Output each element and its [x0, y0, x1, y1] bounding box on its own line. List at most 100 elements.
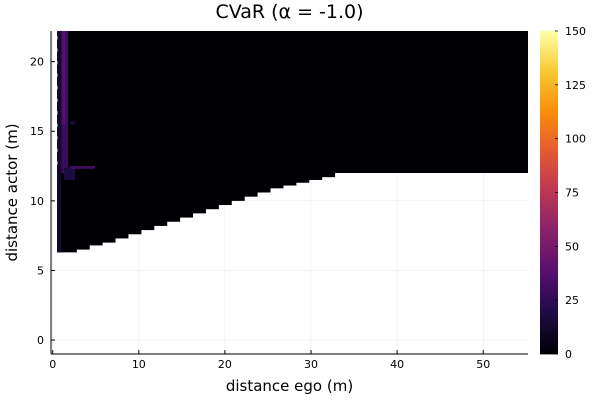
colorbar-segment	[540, 71, 558, 75]
colorbar-segment	[540, 119, 558, 123]
colorbar-segment	[540, 106, 558, 110]
heatmap-cell-column	[354, 31, 361, 174]
colorbar-segment	[540, 192, 558, 196]
y-axis: 0 5 10 15 20	[30, 31, 55, 354]
colorbar-segment	[540, 41, 558, 45]
heatmap-cell-column	[360, 31, 368, 174]
heatmap-gap-cell	[54, 98, 58, 103]
colorbar-segment	[540, 82, 558, 86]
heatmap-cell-column	[470, 31, 478, 174]
y-tick-label: 5	[37, 264, 44, 277]
heatmap-cell-column	[283, 31, 290, 186]
colorbar-tick-label: 50	[565, 240, 579, 253]
colorbar-segment	[540, 243, 558, 247]
heatmap-gap-cell	[54, 48, 58, 52]
colorbar-segment	[540, 47, 558, 51]
heatmap-cell-column	[166, 31, 174, 222]
heatmap-cell	[70, 121, 76, 125]
colorbar-segment	[540, 200, 558, 204]
colorbar-segment	[540, 63, 558, 67]
colorbar-segment	[540, 49, 558, 53]
heatmap-cell-column	[250, 31, 258, 197]
y-tick-label: 15	[30, 125, 44, 138]
heatmap-gap-cell	[54, 85, 58, 90]
colorbar-segment	[540, 122, 558, 126]
heatmap-gap-cell	[54, 148, 58, 153]
colorbar-segment	[540, 249, 558, 253]
colorbar-segment	[540, 179, 558, 183]
colorbar-segment	[540, 265, 558, 269]
heatmap-cell	[61, 31, 66, 125]
heatmap-cell-column	[270, 31, 277, 189]
heatmap-cell-column	[218, 31, 226, 206]
heatmap-cell-column	[82, 31, 90, 250]
colorbar-segment	[540, 117, 558, 121]
heatmap-cell-column	[308, 31, 316, 180]
colorbar-segment	[540, 305, 558, 309]
colorbar-segment	[540, 184, 558, 188]
colorbar-segment	[540, 297, 558, 301]
x-axis: 0 10 20 30 40 50	[49, 350, 528, 371]
colorbar-segment	[540, 337, 558, 341]
colorbar-segment	[540, 52, 558, 56]
heatmap-cell-column	[399, 31, 407, 174]
heatmap-cell-column	[199, 31, 206, 214]
heatmap-gap-cell	[54, 60, 58, 65]
colorbar-segment	[540, 329, 558, 333]
y-tick-label: 20	[30, 56, 44, 69]
colorbar-segment	[540, 251, 558, 255]
colorbar-segment	[540, 31, 558, 35]
heatmap-cell-column	[108, 31, 116, 243]
y-tick-label: 10	[30, 195, 44, 208]
colorbar-segment	[540, 257, 558, 261]
colorbar-segment	[540, 160, 558, 164]
heatmap-cell-column	[237, 31, 245, 201]
colorbar-segment	[540, 195, 558, 199]
heatmap-cell-column	[295, 31, 303, 183]
colorbar-segment	[540, 55, 558, 59]
heatmap-cell-column	[302, 31, 310, 183]
colorbar-segment	[540, 92, 558, 96]
colorbar-segment	[540, 259, 558, 263]
colorbar-segment	[540, 109, 558, 113]
colorbar-segment	[540, 345, 558, 350]
colorbar-tick-label: 100	[565, 133, 586, 146]
heatmap-cell-column	[121, 31, 129, 239]
heatmap-cell-column	[515, 31, 523, 174]
heatmap-cell-column	[521, 31, 528, 174]
heatmap-gap-cell	[54, 73, 58, 77]
x-tick-label: 40	[390, 358, 404, 371]
colorbar-segment	[540, 240, 558, 245]
colorbar-segment	[540, 267, 558, 271]
colorbar-segment	[540, 262, 558, 266]
heatmap-cell-column	[450, 31, 458, 174]
colorbar-segment	[540, 208, 558, 212]
heatmap-cell-column	[276, 31, 284, 189]
chart-title: CVaR (α = -1.0)	[215, 1, 363, 23]
colorbar-segment	[540, 246, 558, 250]
colorbar-segment	[540, 87, 558, 91]
colorbar-segment	[540, 114, 558, 118]
heatmap-cell-column	[379, 31, 387, 174]
heatmap-cell-column	[244, 31, 252, 197]
colorbar-segment	[540, 316, 558, 320]
colorbar-segment	[540, 79, 558, 83]
heatmap-gap-cell	[54, 123, 58, 128]
heatmap-cell-column	[425, 31, 432, 174]
y-tick-label: 0	[37, 334, 44, 347]
heatmap-cell-column	[438, 31, 445, 174]
colorbar-segment	[540, 227, 558, 231]
colorbar-segment	[540, 146, 558, 150]
colorbar-segment	[540, 141, 558, 145]
colorbar: 0 25 50 75 100 125 150	[540, 25, 586, 361]
colorbar-segment	[540, 95, 558, 99]
colorbar-segment	[540, 281, 558, 285]
colorbar-segment	[540, 270, 558, 274]
colorbar-segment	[540, 324, 558, 328]
colorbar-segment	[540, 133, 558, 137]
x-tick-label: 20	[218, 358, 232, 371]
colorbar-segment	[540, 340, 558, 344]
x-tick-label: 10	[132, 358, 146, 371]
heatmap-cell-column	[321, 31, 329, 178]
colorbar-segment	[540, 100, 558, 105]
